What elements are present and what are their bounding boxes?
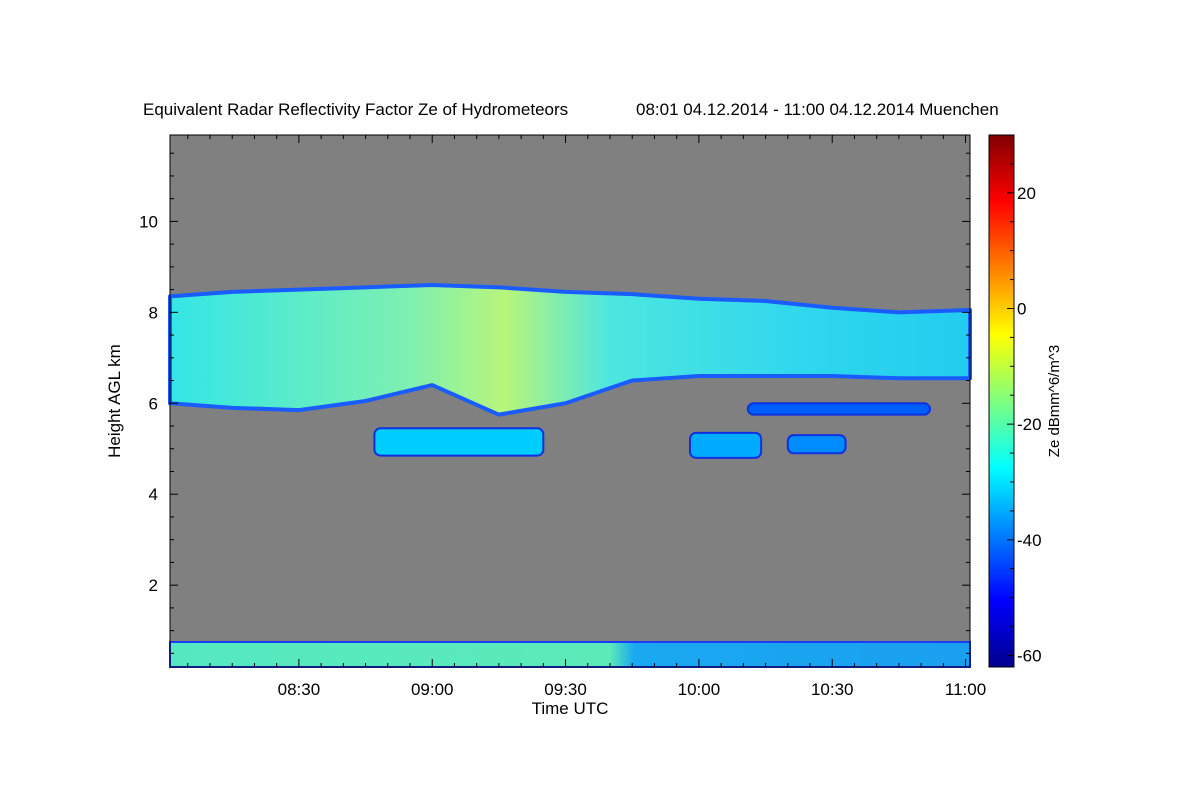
y-tick-label: 4 — [149, 485, 158, 504]
colorbar-tick-label: 0 — [1017, 299, 1026, 318]
plot-area — [168, 134, 972, 669]
chart-title: Equivalent Radar Reflectivity Factor Ze … — [143, 100, 999, 119]
plot-frame — [169, 134, 971, 668]
colorbar-gradient — [988, 134, 1015, 668]
colorbar-tick-label: -40 — [1017, 531, 1042, 550]
x-tick-label: 09:00 — [411, 680, 454, 699]
x-tick-label: 09:30 — [544, 680, 587, 699]
colorbar: -60 -40 -20 0 20 Ze dBmm^6/m^3 — [988, 134, 1063, 668]
x-tick-label: 08:30 — [278, 680, 321, 699]
reflectivity-layers — [168, 283, 972, 669]
near-surface-layer — [169, 640, 971, 669]
y-tick-label: 6 — [149, 394, 158, 413]
mid-level-patch-4 — [746, 402, 931, 416]
x-tick-label: 11:00 — [945, 680, 986, 699]
mid-level-patch-2 — [689, 431, 763, 459]
mid-level-patch-1 — [373, 427, 545, 457]
colorbar-tick-label: 20 — [1017, 184, 1036, 203]
y-tick-label: 2 — [149, 576, 158, 595]
y-axis: 2 4 6 8 10 — [139, 152, 970, 654]
x-tick-label: 10:00 — [678, 680, 721, 699]
chart-subtitle-text: 08:01 04.12.2014 - 11:00 04.12.2014 Muen… — [636, 100, 999, 119]
y-tick-label: 10 — [139, 212, 158, 231]
mid-level-patch-3 — [786, 434, 847, 455]
y-tick-label: 8 — [149, 303, 158, 322]
colorbar-ticks: -60 -40 -20 0 20 — [1007, 134, 1042, 665]
colorbar-tick-label: -60 — [1017, 646, 1042, 665]
x-tick-label: 10:30 — [811, 680, 854, 699]
y-axis-label: Height AGL km — [105, 344, 124, 458]
chart-title-text: Equivalent Radar Reflectivity Factor Ze … — [143, 100, 568, 119]
colorbar-tick-label: -20 — [1017, 415, 1042, 434]
colorbar-label: Ze dBmm^6/m^3 — [1046, 345, 1063, 457]
x-axis-label: Time UTC — [532, 699, 609, 718]
x-axis: 08:30 09:00 09:30 10:00 10:30 11:00 — [187, 135, 986, 699]
